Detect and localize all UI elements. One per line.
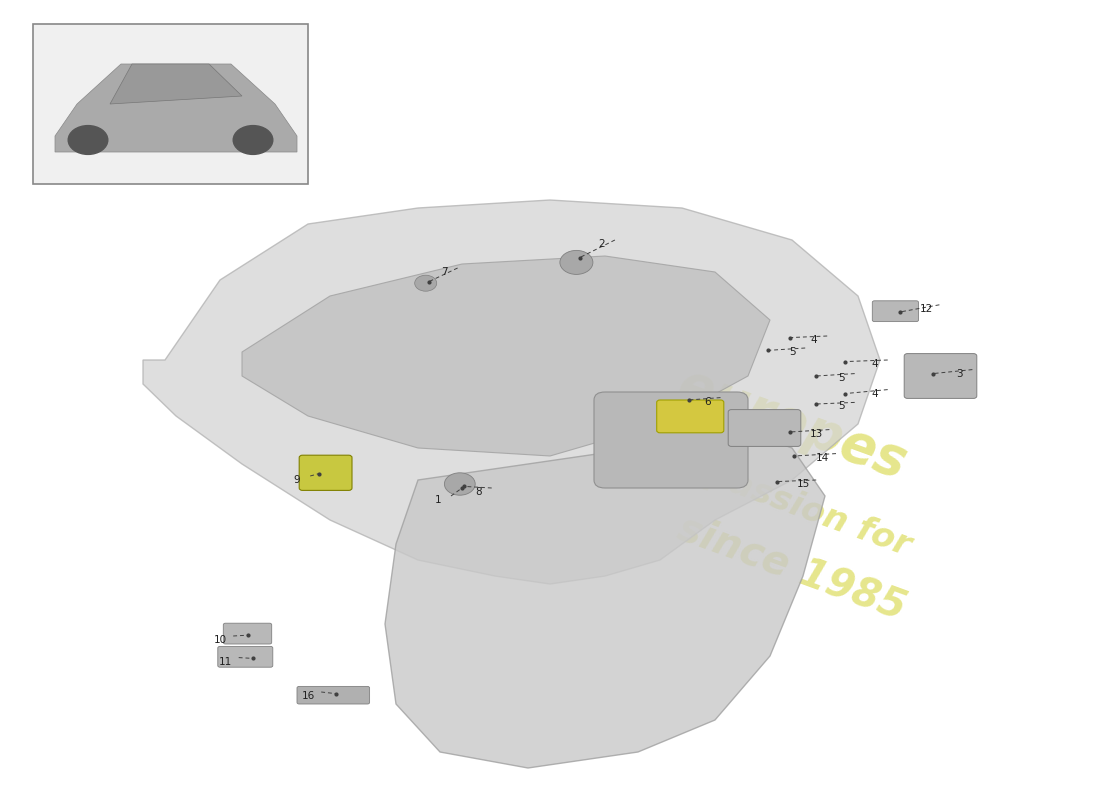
Polygon shape [242,256,770,456]
Circle shape [415,275,437,291]
Bar [33,24,308,184]
Text: 14: 14 [816,453,829,462]
Polygon shape [110,64,242,104]
Text: since 1985: since 1985 [672,508,912,628]
Text: 9: 9 [294,475,300,485]
Text: 4: 4 [811,335,817,345]
Text: 2: 2 [598,239,605,249]
FancyBboxPatch shape [728,410,801,446]
Text: a passion for: a passion for [669,446,915,562]
FancyBboxPatch shape [218,646,273,667]
Text: 16: 16 [301,691,315,701]
Circle shape [68,126,108,154]
FancyBboxPatch shape [872,301,918,322]
Polygon shape [143,200,880,584]
Text: 4: 4 [871,359,878,369]
Text: 5: 5 [838,373,845,382]
Text: 8: 8 [475,487,482,497]
FancyBboxPatch shape [223,623,272,644]
Text: 1: 1 [434,495,441,505]
Text: 4: 4 [871,389,878,398]
FancyBboxPatch shape [297,686,370,704]
Text: 13: 13 [810,429,823,438]
Text: 7: 7 [441,267,448,277]
Text: 10: 10 [213,635,227,645]
FancyBboxPatch shape [904,354,977,398]
Circle shape [233,126,273,154]
Polygon shape [385,432,825,768]
Polygon shape [55,64,297,152]
FancyBboxPatch shape [299,455,352,490]
Text: 11: 11 [219,657,232,666]
Text: 3: 3 [956,369,962,378]
Text: 6: 6 [704,397,711,406]
FancyBboxPatch shape [594,392,748,488]
Circle shape [560,250,593,274]
Text: 12: 12 [920,304,933,314]
Text: 5: 5 [838,402,845,411]
FancyBboxPatch shape [657,400,724,433]
Text: 15: 15 [796,479,810,489]
Text: europes: europes [670,358,914,490]
Text: 5: 5 [789,347,795,357]
Circle shape [444,473,475,495]
